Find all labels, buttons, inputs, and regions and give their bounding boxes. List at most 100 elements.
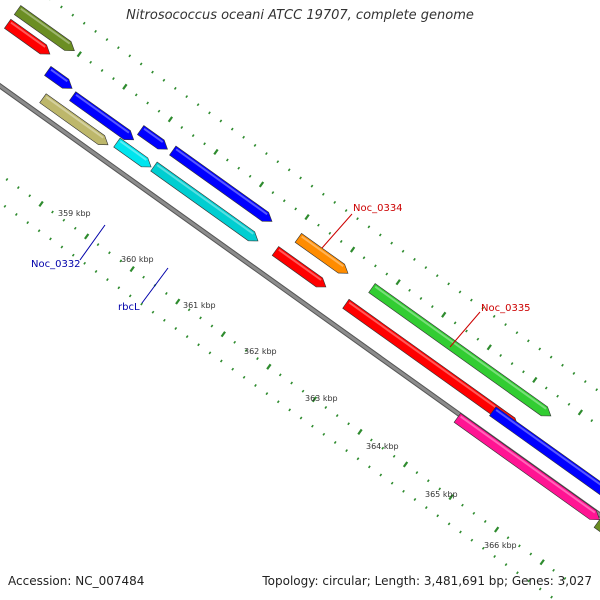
gene-arrow-shine [75,94,130,134]
tick-mark [526,339,530,343]
tick-mark [492,314,496,318]
gene-arrow [44,65,73,89]
tick-mark [572,371,576,375]
tick-mark [151,70,154,74]
tick-mark [347,422,350,426]
tick-mark [367,225,371,229]
accession-text: Accession: NC_007484 [8,574,145,588]
tick-mark [590,419,594,423]
tick-mark [299,176,302,180]
gene-arrow [593,518,600,532]
scale-label: 363 kbp [305,394,338,403]
tick-mark [362,256,366,260]
tick-mark [392,454,396,458]
gene-arrow [453,412,600,521]
tick-mark [415,471,419,475]
tick-mark [328,231,332,235]
tick-mark [108,251,111,255]
tick-mark [73,226,77,230]
tick-mark [486,344,492,351]
tick-mark [311,424,314,428]
tick-mark [151,310,155,314]
gene-label: Noc_0332 [31,259,81,270]
tick-mark [424,266,428,270]
tick-mark [561,363,564,367]
tick-mark [544,386,548,390]
tick-mark [242,135,246,139]
tick-mark [567,402,571,406]
tick-mark [339,239,343,243]
gene-arrow [294,232,349,274]
tick-mark [60,245,64,249]
tick-mark [317,223,320,227]
tick-mark [426,479,430,483]
tick-mark [563,576,567,580]
tick-mark [83,261,87,265]
tick-mark [390,481,394,485]
tick-mark [266,363,272,370]
tick-mark [282,199,286,203]
tick-mark [233,340,237,344]
tick-mark [515,331,519,335]
tick-mark [185,335,189,339]
tick-mark [174,326,178,330]
tick-mark [311,396,318,403]
tick-mark [16,186,20,190]
tick-mark [164,291,168,295]
gene-arrow-shine [20,7,71,45]
scale-label: 365 kbp [425,490,458,499]
tick-mark [506,536,510,540]
tick-mark [369,438,373,442]
tick-mark [225,158,229,162]
tick-mark [493,526,500,533]
tick-mark [220,331,226,338]
tick-mark [367,465,371,469]
tick-mark [481,546,485,550]
tick-mark [287,168,291,172]
tick-mark [290,381,294,385]
tick-mark [344,209,348,213]
tick-mark [60,5,63,9]
tick-mark [208,351,212,355]
tick-mark [242,375,246,379]
tick-mark [122,83,128,90]
tick-mark [333,200,337,204]
tick-mark [402,489,405,493]
tick-mark [345,449,348,453]
tick-mark [128,54,132,58]
tick-mark [89,60,93,64]
gene-arrow-shine [143,127,164,143]
tick-mark [459,530,462,534]
tick-mark [461,503,464,507]
tick-mark [84,233,90,240]
tick-mark [157,109,161,113]
tick-mark [324,405,328,409]
tick-mark [357,428,363,435]
tick-mark [51,210,54,214]
tick-mark [470,298,473,302]
gene-arrow [342,298,519,428]
tick-mark [401,249,405,253]
gene-arrow [368,283,552,417]
gene-arrow-shine [119,140,147,161]
tick-mark [395,279,401,286]
gene-arrow-shine [50,68,68,83]
gene-arrow [39,93,109,146]
tick-mark [265,392,269,396]
tick-mark [5,177,9,181]
tick-mark [441,311,447,318]
tick-mark [448,493,454,501]
tick-mark [476,337,480,341]
tick-mark [119,259,123,263]
gene-arrow-shine [156,164,254,235]
tick-mark [493,554,497,558]
gene-arrow [13,5,75,52]
tick-mark [128,294,132,298]
tick-mark [62,218,66,222]
tick-mark [265,152,268,156]
tick-mark [253,143,257,147]
genome-summary-text: Topology: circular; Length: 3,481,691 bp… [262,574,592,588]
tick-mark [453,321,457,325]
tick-mark [49,237,52,241]
tick-mark [447,522,451,526]
